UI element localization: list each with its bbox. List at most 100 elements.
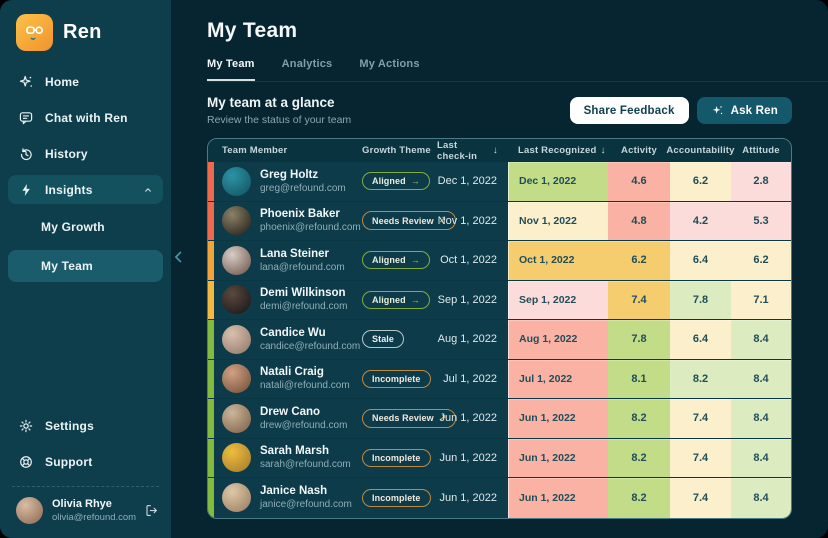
avatar: [222, 285, 251, 315]
column-header-accountability[interactable]: Accountability: [666, 139, 734, 162]
column-header-growth-theme[interactable]: Growth Theme: [362, 139, 437, 162]
last-recognized-cell: Dec 1, 2022: [508, 162, 608, 201]
badge-label: Incomplete: [372, 452, 421, 463]
column-label: Last Recognized: [518, 145, 597, 156]
activity-score-cell: 8.2: [608, 478, 670, 518]
app-logo[interactable]: Ren: [16, 14, 157, 51]
sidebar-item-chat-with-ren[interactable]: Chat with Ren: [8, 103, 163, 132]
badge-label: Incomplete: [372, 373, 421, 384]
attitude-score-cell: 8.4: [731, 478, 791, 518]
arrow-icon: ↗: [438, 412, 447, 423]
growth-theme-badge[interactable]: Aligned →: [362, 290, 430, 309]
accountability-score-cell: 7.8: [670, 280, 731, 319]
growth-theme-badge[interactable]: Incomplete: [362, 448, 431, 467]
user-name: Olivia Rhye: [52, 498, 112, 510]
sidebar-item-home[interactable]: Home: [8, 67, 163, 96]
last-recognized-cell: Jun 1, 2022: [508, 478, 608, 518]
app-name: Ren: [63, 21, 102, 43]
member-name: Greg Holtz: [260, 168, 319, 181]
sidebar-item-insights[interactable]: Insights: [8, 175, 163, 204]
avatar: [222, 403, 251, 433]
growth-theme-badge[interactable]: Incomplete: [362, 369, 431, 388]
last-recognized-cell: Aug 1, 2022: [508, 320, 608, 359]
last-recognized-cell: Nov 1, 2022: [508, 201, 608, 240]
last-recognized-cell: Sep 1, 2022: [508, 280, 608, 319]
sparkle-icon: [711, 104, 724, 117]
table-row[interactable]: Sarah Marsh sarah@refound.com Incomplete…: [208, 438, 791, 478]
team-table: Team Member Growth Theme Last check-in ↓…: [207, 138, 792, 519]
activity-score-cell: 6.2: [608, 241, 670, 280]
column-header-team-member[interactable]: Team Member: [214, 139, 362, 162]
column-header-last-recognized[interactable]: Last Recognized ↓: [508, 139, 608, 162]
tab-my-actions[interactable]: My Actions: [359, 58, 420, 70]
table-row[interactable]: Natali Craig natali@refound.com Incomple…: [208, 359, 791, 399]
logout-icon[interactable]: [144, 503, 159, 518]
sidebar-item-history[interactable]: History: [8, 139, 163, 168]
status-bar: [208, 320, 214, 359]
status-bar: [208, 280, 214, 319]
member-email: drew@refound.com: [260, 419, 348, 431]
member-email: demi@refound.com: [260, 301, 348, 313]
badge-label: Stale: [372, 334, 395, 345]
arrow-icon: →: [410, 176, 420, 187]
attitude-score-cell: 8.4: [731, 438, 791, 477]
tab-my-team[interactable]: My Team: [207, 58, 255, 81]
arrow-icon: →: [410, 294, 420, 305]
sidebar-item-settings[interactable]: Settings: [8, 411, 163, 440]
ask-ren-button[interactable]: Ask Ren: [696, 97, 792, 124]
badge-label: Incomplete: [372, 492, 421, 503]
table-row[interactable]: Janice Nash janice@refound.com Incomplet…: [208, 478, 791, 518]
column-header-activity[interactable]: Activity: [608, 139, 670, 162]
last-recognized-cell: Jul 1, 2022: [508, 359, 608, 398]
attitude-score-cell: 8.4: [731, 359, 791, 398]
sidebar-collapse-icon[interactable]: [172, 248, 185, 271]
main-content: My Team My Team Analytics My Actions My …: [171, 0, 828, 538]
column-label: Growth Theme: [362, 145, 431, 156]
share-feedback-button[interactable]: Share Feedback: [569, 97, 689, 124]
section-header: My team at a glance Review the status of…: [207, 95, 792, 126]
activity-score-cell: 8.2: [608, 438, 670, 477]
table-row[interactable]: Lana Steiner lana@refound.com Aligned → …: [208, 241, 791, 281]
growth-theme-badge[interactable]: Needs Review ↗: [362, 408, 457, 428]
growth-theme-badge[interactable]: Needs Review ↗: [362, 211, 457, 231]
member-email: janice@refound.com: [260, 499, 352, 511]
user-profile[interactable]: Olivia Rhye olivia@refound.com: [0, 497, 171, 538]
member-email: lana@refound.com: [260, 261, 345, 273]
accountability-score-cell: 4.2: [670, 201, 731, 240]
sidebar-footer-nav: Settings Support: [0, 411, 171, 476]
table-row[interactable]: Drew Cano drew@refound.com Needs Review …: [208, 399, 791, 439]
growth-theme-badge[interactable]: Stale: [362, 330, 405, 349]
tab-analytics[interactable]: Analytics: [281, 58, 333, 70]
status-bar: [208, 478, 214, 518]
status-bar: [208, 162, 214, 201]
sidebar-item-support[interactable]: Support: [8, 447, 163, 476]
column-label: Attitude: [742, 145, 780, 156]
accountability-score-cell: 8.2: [670, 359, 731, 398]
avatar: [222, 166, 251, 196]
member-email: phoenix@refound.com: [260, 222, 361, 234]
sidebar-item-my-team[interactable]: My Team: [8, 250, 163, 282]
table-row[interactable]: Greg Holtz greg@refound.com Aligned → De…: [208, 162, 791, 202]
table-row[interactable]: Phoenix Baker phoenix@refound.com Needs …: [208, 201, 791, 241]
last-checkin-value: Jun 1, 2022: [439, 451, 498, 464]
table-row[interactable]: Demi Wilkinson demi@refound.com Aligned …: [208, 280, 791, 320]
accountability-score-cell: 6.4: [670, 320, 731, 359]
growth-theme-badge[interactable]: Aligned →: [362, 251, 430, 270]
column-header-attitude[interactable]: Attitude: [731, 139, 791, 162]
tabs-divider: [207, 81, 828, 82]
page-title: My Team: [207, 19, 298, 42]
growth-theme-badge[interactable]: Incomplete: [362, 488, 431, 507]
activity-score-cell: 4.6: [608, 162, 670, 201]
activity-score-cell: 8.2: [608, 399, 670, 438]
member-name: Sarah Marsh: [260, 445, 330, 458]
avatar: [222, 483, 251, 513]
growth-theme-badge[interactable]: Aligned →: [362, 172, 430, 191]
member-name: Phoenix Baker: [260, 208, 340, 221]
sidebar-item-my-growth[interactable]: My Growth: [8, 211, 163, 243]
column-header-last-check-in[interactable]: Last check-in ↓: [437, 139, 508, 162]
table-row[interactable]: Candice Wu candice@refound.com Stale Aug…: [208, 320, 791, 360]
last-checkin-value: Oct 1, 2022: [440, 254, 497, 267]
avatar: [222, 206, 251, 236]
member-name: Lana Steiner: [260, 247, 330, 260]
